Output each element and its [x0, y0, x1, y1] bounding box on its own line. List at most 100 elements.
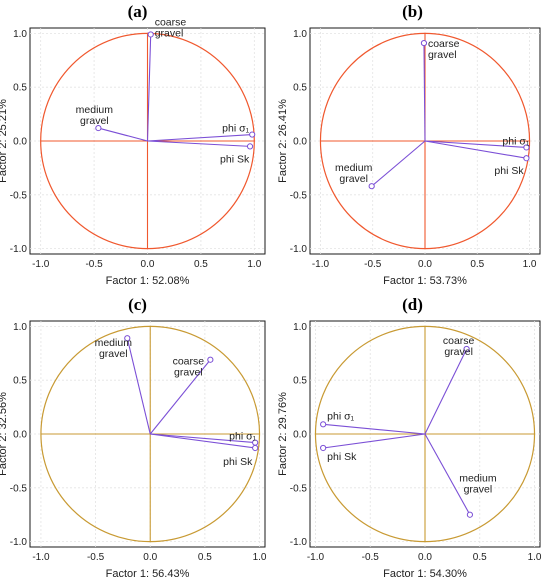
vector-label-line: gravel [464, 484, 493, 496]
correlation-circle-plot: -1.0 1.0 -0.5 0.5 0.0 0.0 0.5 -0.5 1.0 -1.0 coarse… [277, 320, 542, 580]
vector-label: medium gravel [76, 104, 114, 127]
loading-vector [150, 433, 256, 444]
x-axis-title: Factor 1: 56.43% [106, 568, 190, 580]
y-tick-label: 0.0 [293, 137, 307, 148]
x-tick-label: -1.0 [32, 552, 50, 563]
loading-vector [147, 140, 251, 147]
loading-point [124, 335, 131, 342]
loading-vector [323, 433, 426, 449]
y-tick-label: 1.0 [13, 29, 27, 40]
vector-label: phi Sk [223, 456, 253, 468]
vector-label: medium gravel [95, 337, 133, 360]
vector-label: phi σ₁ [327, 410, 354, 422]
loading-vector [424, 348, 468, 435]
panel-d: (d) -1.0 1.0 -0.5 0.5 0.0 0.0 0.5 -0.5 1.0 -1.0 co… [275, 293, 550, 585]
loading-point [147, 31, 154, 38]
x-tick-label: 1.0 [247, 259, 261, 270]
x-tick-label: 0.5 [473, 552, 487, 563]
y-tick-label: -1.0 [10, 244, 28, 255]
vector-label: phi σ₁ [222, 123, 249, 135]
vector-label-line: phi Sk [223, 456, 253, 468]
vector-label-line: gravel [80, 115, 109, 127]
y-axis-title: Factor 2: 32.56% [0, 392, 9, 476]
y-tick-label: 1.0 [13, 322, 27, 333]
vector-label-line: gravel [339, 173, 368, 185]
vector-label: phi σ₁ [229, 431, 256, 443]
y-tick-label: -0.5 [290, 483, 308, 494]
vector-label: phi Sk [494, 165, 524, 177]
y-tick-label: -1.0 [290, 537, 308, 548]
y-axis-title: Factor 2: 25.21% [0, 99, 9, 183]
loading-point [523, 155, 530, 162]
vector-label-line: coarse [428, 38, 460, 50]
correlation-circle-plot: -1.0 1.0 -0.5 0.5 0.0 0.0 0.5 -0.5 1.0 -1.0 medium… [0, 320, 267, 580]
vector-label: coarse gravel [428, 38, 460, 61]
loading-point [420, 39, 428, 47]
loading-vector [126, 338, 151, 435]
loading-point [320, 421, 327, 428]
vector-label-line: coarse [173, 356, 205, 368]
vector-label-line: phi σ₁ [229, 431, 256, 443]
y-tick-label: 0.5 [293, 83, 307, 94]
vector-label-line: medium [95, 337, 133, 349]
loading-vector [423, 43, 426, 142]
vector-label: coarse gravel [155, 16, 187, 39]
x-axis-title: Factor 1: 54.30% [383, 568, 467, 580]
x-tick-label: -0.5 [362, 552, 380, 563]
loading-point [523, 144, 530, 151]
x-tick-label: -0.5 [364, 259, 382, 270]
x-tick-label: 0.5 [198, 552, 212, 563]
loading-vector [424, 433, 471, 515]
panel-label: (a) [127, 2, 148, 21]
panel-c: (c) -1.0 1.0 -0.5 0.5 0.0 0.0 0.5 -0.5 1.0 -1.0 me… [0, 293, 275, 585]
loading-point [246, 143, 254, 150]
x-tick-label: -0.5 [85, 259, 103, 270]
vector-label-line: phi σ₁ [502, 135, 529, 147]
x-tick-label: 1.0 [253, 552, 267, 563]
x-tick-label: 0.0 [141, 259, 155, 270]
y-tick-label: 0.5 [13, 83, 27, 94]
vector-label-line: medium [76, 104, 114, 116]
panel-label: (c) [128, 295, 147, 314]
y-tick-label: 0.0 [13, 430, 27, 441]
vector-label: phi Sk [220, 153, 250, 165]
y-tick-label: -0.5 [290, 190, 308, 201]
x-tick-label: 0.5 [194, 259, 208, 270]
y-tick-label: 0.0 [293, 430, 307, 441]
vector-label-line: coarse [443, 335, 475, 347]
x-tick-label: 1.0 [523, 259, 537, 270]
y-tick-label: -1.0 [290, 244, 308, 255]
vector-label-line: gravel [428, 49, 457, 61]
loading-point [463, 345, 470, 353]
y-tick-label: -0.5 [10, 190, 28, 201]
vector-label: coarse gravel [443, 335, 475, 358]
vector-label: phi σ₁ [502, 135, 529, 147]
y-tick-label: 1.0 [293, 29, 307, 40]
loading-vector [98, 127, 148, 142]
vector-label-line: gravel [99, 348, 128, 360]
vector-label: phi Sk [327, 451, 357, 463]
loading-vector [424, 140, 527, 149]
vector-label-line: phi σ₁ [222, 123, 249, 135]
loading-vector [147, 133, 253, 142]
y-tick-label: -0.5 [10, 483, 28, 494]
panel-a: (a) -1.0 1.0 -0.5 0.5 0.0 0.0 0.5 -0.5 1.0 -1.0 co… [0, 0, 275, 292]
vector-label-line: phi σ₁ [327, 410, 354, 422]
y-tick-label: 0.0 [13, 137, 27, 148]
loading-vector [323, 423, 426, 435]
loading-vector [150, 433, 256, 449]
y-tick-label: 1.0 [293, 322, 307, 333]
vector-label-line: medium [335, 162, 373, 174]
vector-label: medium gravel [335, 162, 373, 185]
x-axis-title: Factor 1: 52.08% [106, 275, 190, 287]
x-tick-label: 0.5 [470, 259, 484, 270]
x-tick-label: -1.0 [32, 259, 50, 270]
x-tick-label: 0.0 [418, 259, 432, 270]
x-tick-label: -0.5 [87, 552, 105, 563]
y-tick-label: 0.5 [13, 376, 27, 387]
loading-point [207, 356, 214, 363]
vector-label-line: coarse [155, 16, 187, 28]
vector-label: coarse gravel [173, 356, 205, 379]
correlation-circle-plot: -1.0 1.0 -0.5 0.5 0.0 0.0 0.5 -0.5 1.0 -1.0 coarse… [277, 27, 541, 287]
